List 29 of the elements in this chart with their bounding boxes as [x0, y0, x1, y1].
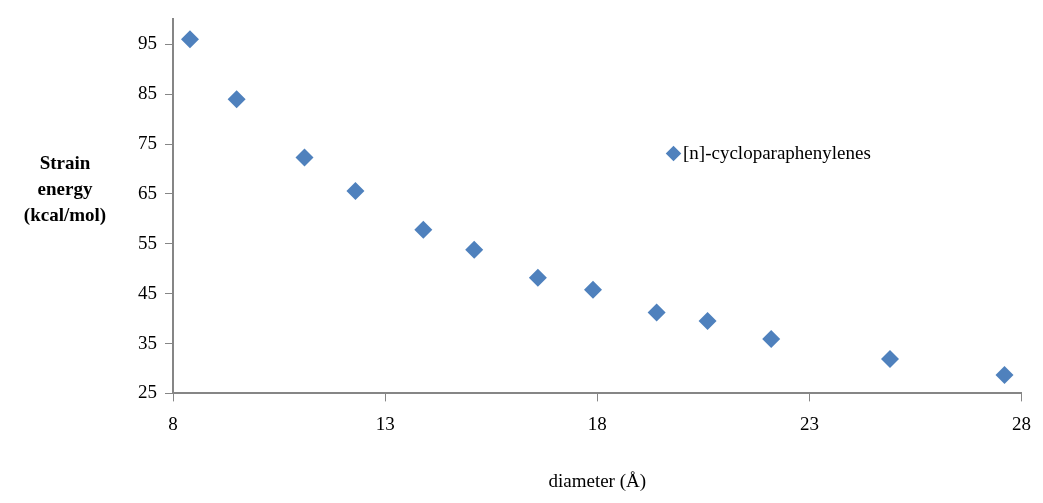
- point: [528, 268, 547, 287]
- y-tick-label: 25: [138, 381, 157, 403]
- y-tick-label: 35: [138, 331, 157, 353]
- y-tick-label: 85: [138, 82, 157, 104]
- point: [584, 280, 603, 299]
- x-tick-label: 23: [799, 412, 819, 434]
- point: [647, 303, 666, 322]
- point: [762, 330, 781, 349]
- y-tick-label: 95: [138, 32, 157, 54]
- point: [295, 148, 314, 167]
- x-axis-title: diameter (Å): [548, 469, 647, 492]
- point: [698, 312, 717, 331]
- point: [880, 349, 899, 368]
- x-tick-label: 13: [375, 412, 395, 434]
- y-tick-label: 45: [138, 281, 157, 303]
- point: [227, 90, 246, 109]
- x-tick-label: 18: [587, 412, 607, 434]
- point: [465, 240, 484, 259]
- y-tick-label: 75: [138, 132, 157, 154]
- legend-label: [n]-cycloparaphenylenes: [682, 142, 871, 164]
- x-tick-label: 8: [168, 412, 178, 434]
- y-axis-title: Strain energy (kcal/mol): [22, 151, 108, 227]
- point: [995, 365, 1014, 384]
- y-tick-label: 55: [138, 231, 157, 253]
- point: [346, 181, 365, 200]
- point: [414, 220, 433, 239]
- x-tick-label: 28: [1012, 412, 1031, 434]
- y-tick-label: 65: [138, 181, 157, 203]
- point: [180, 30, 199, 49]
